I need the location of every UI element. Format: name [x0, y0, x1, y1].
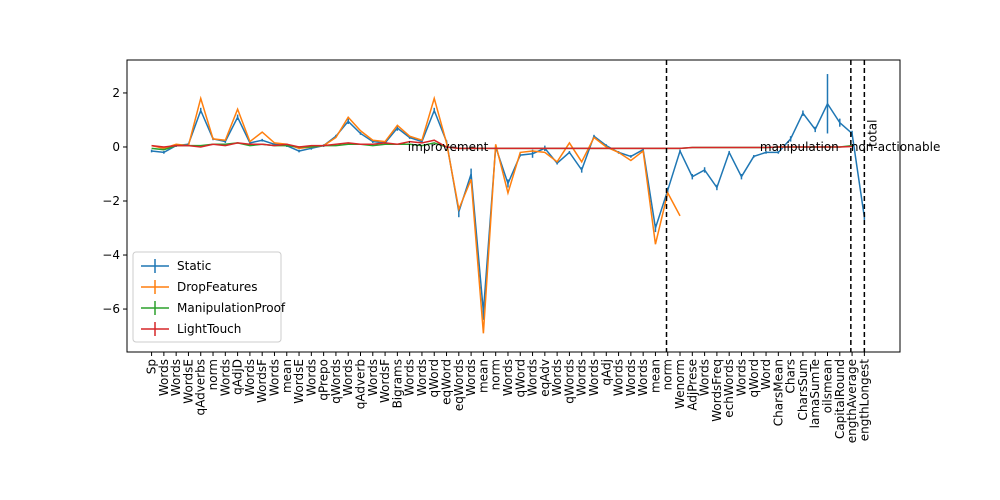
- x-tick-label: Words: [636, 359, 650, 396]
- x-tick-label: Words: [366, 359, 380, 396]
- legend-label: ManipulationProof: [177, 301, 286, 315]
- annotation: total: [865, 120, 879, 147]
- x-tick-label: Words: [624, 359, 638, 396]
- x-tick-label: WordsFreq: [710, 359, 724, 422]
- x-tick-label: qAdj: [599, 359, 613, 386]
- x-tick-label: Word: [759, 359, 773, 390]
- x-tick-label: Words: [575, 359, 589, 396]
- series-line: [151, 95, 681, 334]
- x-tick-label: norm: [489, 359, 503, 390]
- legend-box: [132, 251, 282, 343]
- x-tick-label: Words: [698, 359, 712, 396]
- x-tick-label: Words: [403, 359, 417, 396]
- x-tick-label: Words: [304, 359, 318, 396]
- x-tick-label: Chars: [784, 359, 798, 394]
- x-tick-label: qWord: [513, 359, 527, 397]
- x-tick-label: CharsSum: [796, 359, 810, 420]
- x-tick-label: CapitalRound: [833, 359, 847, 439]
- x-tick-label: Words: [734, 359, 748, 396]
- annotation: manipulation: [760, 140, 839, 154]
- x-tick-label: Words: [501, 359, 515, 396]
- x-tick-label: WordsE: [292, 359, 306, 404]
- legend-label: Static: [177, 259, 211, 273]
- x-tick-label: Words: [157, 359, 171, 396]
- x-tick-label: CharsMean: [771, 359, 785, 426]
- x-tick-label: Words: [587, 359, 601, 396]
- x-tick-label: Words: [218, 359, 232, 396]
- y-tick-label: −2: [102, 194, 120, 208]
- x-tick-label: Words: [169, 359, 183, 396]
- x-tick-label: Words: [267, 359, 281, 396]
- x-tick-label: qAdjD: [231, 359, 245, 395]
- y-tick-label: −4: [102, 248, 120, 262]
- x-tick-label: qWords: [329, 359, 343, 404]
- y-tick-label: −6: [102, 302, 120, 316]
- x-tick-label: eqWord: [440, 359, 454, 405]
- x-tick-label: Words: [243, 359, 257, 396]
- x-tick-label: norm: [206, 359, 220, 390]
- x-tick-label: qAdverbs: [194, 359, 208, 416]
- x-tick-label: WordsF: [255, 359, 269, 403]
- plot-area: [150, 74, 866, 334]
- x-tick-label: AdjPrese: [685, 359, 699, 411]
- x-tick-label: qWords: [562, 359, 576, 404]
- x-tick-label: mean: [280, 359, 294, 393]
- series-line: [151, 139, 853, 150]
- x-tick-label: lamaSumTe: [808, 359, 822, 428]
- x-tick-label: WordsF: [378, 359, 392, 403]
- annotation: non-actionable: [851, 140, 941, 154]
- legend-label: DropFeatures: [177, 280, 257, 294]
- x-tick-label: echWords: [722, 359, 736, 418]
- x-tick-label: Words: [464, 359, 478, 396]
- x-tick-label: oilsmean: [820, 359, 834, 413]
- x-tick-label: engthAverage: [845, 359, 859, 443]
- x-tick-label: Words: [526, 359, 540, 396]
- x-tick-label: qWord: [747, 359, 761, 397]
- x-tick-label: mean: [648, 359, 662, 393]
- x-tick-label: Words: [550, 359, 564, 396]
- y-tick-label: 2: [112, 86, 120, 100]
- x-tick-label: qAdverb: [353, 359, 367, 409]
- x-tick-label: Sp: [145, 359, 159, 374]
- axes-frame: [126, 59, 901, 353]
- annotation: improvement: [408, 140, 489, 154]
- x-tick-label: Wenorm: [673, 359, 687, 409]
- x-tick-label: engthLongest: [857, 359, 871, 442]
- x-tick-label: Bigrams: [390, 359, 404, 408]
- x-tick-label: WordsE: [181, 359, 195, 404]
- x-tick-label: norm: [661, 359, 675, 390]
- legend: Static DropFeatures ManipulationProof Light…: [132, 251, 286, 343]
- x-tick-label: qWord: [427, 359, 441, 397]
- y-tick-label: 0: [112, 140, 120, 154]
- x-tick-label: mean: [476, 359, 490, 393]
- legend-label: LightTouch: [177, 322, 241, 336]
- x-tick-label: Words: [612, 359, 626, 396]
- x-tick-label: qPrepo: [317, 359, 331, 401]
- x-tick-label: eqWords: [452, 359, 466, 411]
- x-tick-label: Words: [341, 359, 355, 396]
- x-tick-label: Words: [415, 359, 429, 396]
- x-tick-label: eqAdv: [538, 359, 552, 397]
